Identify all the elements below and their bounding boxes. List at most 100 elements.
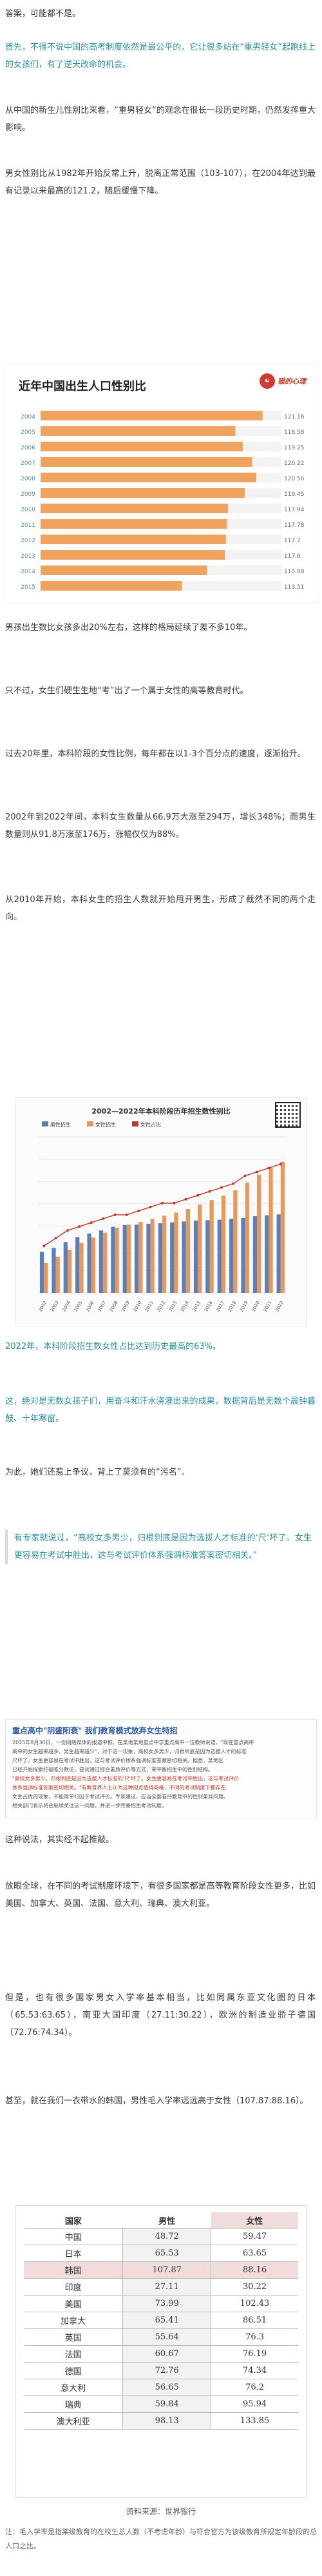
table-row: 中国 48.72 59.47 xyxy=(24,2228,298,2245)
tick-label: 2009 xyxy=(21,491,35,498)
news-line: 已经开始探索打破唯分数论，尝试通过综合素质评价等方式，来平衡招生中的性别结构。 xyxy=(12,1767,213,1773)
bar-2008 xyxy=(41,473,256,482)
news-line: 尺坏了，女生更容易在考试中胜出，这与考试评价体系强调标准答案密切相关。据悉，某地… xyxy=(12,1758,223,1764)
tick-label: 2011 xyxy=(21,522,35,529)
paragraph-divergence: 从2010年开始，本科女生的招生人数就开始甩开男生，形成了截然不同的两个走向。 xyxy=(5,895,316,922)
paragraph-global-view: 放眼全球，在不同的考试制度环境下，有很多国家都是高等教育阶段女性更多，比如美国、… xyxy=(5,1882,316,1909)
cell-country: 意大利 xyxy=(24,2379,124,2396)
tick-label: 2021 xyxy=(263,1300,273,1312)
legend-swatch xyxy=(87,1121,93,1126)
legend-label: 男性招生 xyxy=(50,1121,71,1128)
tick-label: 2014 xyxy=(21,569,35,575)
bar-male-2005 xyxy=(75,1237,80,1293)
bar-female-2022 xyxy=(280,1161,285,1293)
table-row: 澳大利亚 98.13 133.85 xyxy=(24,2412,298,2430)
cell-female: 76.19 xyxy=(211,2345,298,2363)
bar-female-2020 xyxy=(257,1174,261,1293)
cell-female: 30.22 xyxy=(211,2278,298,2296)
bar-female-2008 xyxy=(115,1228,119,1293)
data-label: 113.51 xyxy=(284,584,305,591)
news-screenshot: 重点高中"阴盛阳衰" 我们教育模式放弃女生特招 2015年8月30日，一份网络媒… xyxy=(5,1719,317,1818)
paragraph-rebuttal: 这种说法，其实经不起推敲。 xyxy=(5,1835,115,1845)
cell-female: 86.51 xyxy=(211,2312,298,2329)
tick-label: 2012 xyxy=(21,538,35,544)
table-row: 印度 27.11 30.22 xyxy=(24,2278,298,2296)
cell-male: 55.64 xyxy=(122,2328,212,2346)
news-line: 女生占优的现象，不能简单归因于考试评价。专家建议，应当全面看待教育中的性别差异问… xyxy=(12,1794,229,1800)
bar-female-2006 xyxy=(91,1237,95,1293)
bar-male-2006 xyxy=(87,1234,91,1293)
paragraph-enrollment-growth: 2002年到2022年间，本科女生数量从66.9万大涨至294万，增长348%；… xyxy=(5,812,316,840)
chart-title: 2002—2022年本科阶段历年招生数性别比 xyxy=(91,1107,231,1116)
share-point-2006 xyxy=(90,1221,93,1224)
bar-female-2004 xyxy=(67,1250,72,1293)
share-point-2018 xyxy=(232,1182,235,1185)
enrollment-rate-table: 国家 男性 女性 中国 48.72 59.47 日本 65.53 63.65 韩国 107.8… xyxy=(15,2205,307,2498)
bar-male-2013 xyxy=(170,1222,175,1293)
bar-male-2010 xyxy=(134,1224,139,1293)
cell-country: 日本 xyxy=(24,2245,124,2262)
bar-male-2022 xyxy=(276,1214,281,1293)
tick-label: 2022 xyxy=(274,1300,285,1312)
qr-code-icon xyxy=(275,1102,301,1128)
share-point-2014 xyxy=(184,1197,187,1201)
bar-female-2014 xyxy=(185,1209,191,1293)
cell-male: 65.41 xyxy=(122,2312,212,2329)
cell-country: 瑞典 xyxy=(24,2395,124,2413)
data-label: 121.16 xyxy=(284,414,305,420)
share-point-2010 xyxy=(137,1209,140,1212)
cell-male: 56.65 xyxy=(122,2379,212,2396)
bar-female-2012 xyxy=(162,1215,167,1293)
paragraph-sex-ratio-view: 从中国的新生儿性别比来看，“重男轻女”的观念在很长一段历史时期，仍然发挥重大影响… xyxy=(5,106,316,133)
tick-label: 2010 xyxy=(21,507,35,513)
bar-male-2017 xyxy=(217,1219,222,1293)
header-country: 国家 xyxy=(24,2212,123,2228)
share-point-2015 xyxy=(196,1194,200,1197)
bar-female-2005 xyxy=(79,1243,84,1293)
cell-male: 59.84 xyxy=(122,2395,212,2413)
bar-2012 xyxy=(41,535,226,544)
bar-2006 xyxy=(41,442,243,451)
table-row: 日本 65.53 63.65 xyxy=(24,2245,298,2262)
gross-enrollment-table: 国家 男性 女性 中国 48.72 59.47 日本 65.53 63.65 韩国 107.8… xyxy=(24,2212,298,2430)
tick-label: 2008 xyxy=(109,1300,119,1312)
bar-female-2021 xyxy=(269,1168,273,1293)
seal-icon: ☯ xyxy=(260,373,275,389)
share-point-2016 xyxy=(208,1190,211,1193)
brand-logo: ☯ 猫的心理 xyxy=(260,373,306,389)
data-label: 117.94 xyxy=(284,507,305,513)
tick-label: 2005 xyxy=(73,1300,84,1312)
bar-male-2003 xyxy=(52,1248,56,1293)
data-label: 117.7 xyxy=(284,538,301,544)
share-point-2007 xyxy=(102,1217,105,1221)
bar-2015 xyxy=(41,581,182,591)
bar-2013 xyxy=(41,550,225,560)
share-point-2021 xyxy=(267,1166,270,1170)
birth-sex-ratio-chart: 近年中国出生人口性别比 ☯ 猫的心理 2004 121.16 2005 118.58 2… xyxy=(4,364,318,604)
share-point-2012 xyxy=(161,1201,164,1204)
tick-label: 2018 xyxy=(227,1300,238,1312)
tick-label: 2005 xyxy=(21,429,35,436)
cell-male: 60.67 xyxy=(122,2345,212,2363)
paragraph-more-boys: 男孩出生数比女孩多出20%左右，这样的格局延续了差不多10年。 xyxy=(5,623,252,633)
tick-label: 2006 xyxy=(85,1300,95,1313)
cell-male: 65.53 xyxy=(122,2245,212,2262)
tick-label: 2011 xyxy=(144,1300,155,1312)
tick-label: 2014 xyxy=(180,1300,190,1313)
cell-male: 73.99 xyxy=(122,2295,212,2312)
bar-female-2009 xyxy=(126,1224,131,1293)
table-row: 英国 55.64 76.3 xyxy=(24,2328,298,2346)
bar-male-2014 xyxy=(182,1221,186,1293)
legend-label: 女性招生 xyxy=(95,1121,116,1128)
tick-label: 2010 xyxy=(133,1300,143,1312)
news-line: 高中的女生越来越多，男生越来越少"，对于这一现象，高校女多男少，归根到底是因为选… xyxy=(12,1749,247,1755)
tick-label: 2008 xyxy=(21,476,35,482)
paragraph-korea: 甚至，就在我们一衣带水的韩国，男性毛入学率远远高于女性（107.87:88.16… xyxy=(5,2096,308,2106)
bar-male-2007 xyxy=(99,1230,104,1293)
news-line: 体系强调标准答案密切相关。"有教育界人士认为这种观点值得商榷，不同的考试制度下都… xyxy=(12,1785,226,1791)
bar-2009 xyxy=(41,488,245,498)
table-row: 德国 72.76 74.34 xyxy=(24,2362,298,2379)
cell-country: 美国 xyxy=(24,2295,124,2312)
table-row: 法国 60.67 76.19 xyxy=(24,2345,298,2363)
bar-female-2019 xyxy=(245,1183,249,1293)
